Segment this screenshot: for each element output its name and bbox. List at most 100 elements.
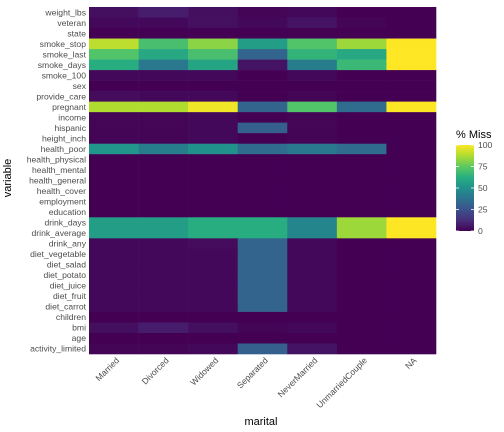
heatmap-cell bbox=[336, 217, 387, 229]
heatmap-cell bbox=[237, 269, 288, 281]
legend-color-bar bbox=[456, 145, 474, 231]
heatmap-cell bbox=[386, 59, 437, 71]
heatmap-cell bbox=[188, 101, 239, 113]
heatmap-cell bbox=[138, 343, 189, 355]
heatmap-cell bbox=[386, 28, 437, 39]
heatmap-cell bbox=[336, 80, 387, 92]
y-tick-label: smoke_100 bbox=[42, 70, 87, 80]
heatmap-cell bbox=[336, 122, 387, 134]
heatmap-cell bbox=[188, 28, 239, 39]
heatmap-cell bbox=[89, 28, 139, 39]
y-tick-label: diet_vegetable bbox=[30, 249, 86, 259]
heatmap-cell bbox=[287, 311, 338, 323]
heatmap-cell bbox=[188, 38, 239, 50]
heatmap-cell bbox=[138, 122, 189, 134]
heatmap-cell bbox=[89, 290, 139, 302]
heatmap-cell bbox=[138, 38, 189, 50]
heatmap-cell bbox=[336, 154, 387, 166]
heatmap-cell bbox=[138, 280, 189, 292]
heatmap-cell bbox=[89, 259, 139, 271]
y-tick-label: health_physical bbox=[27, 154, 86, 164]
heatmap-cell bbox=[138, 28, 189, 39]
heatmap-cell bbox=[188, 122, 239, 134]
heatmap-cell bbox=[336, 196, 387, 208]
heatmap-cell bbox=[287, 269, 338, 281]
heatmap-cell bbox=[386, 91, 437, 102]
heatmap-cell bbox=[336, 49, 387, 60]
heatmap-cell bbox=[386, 196, 437, 208]
heatmap-cell bbox=[89, 175, 139, 187]
heatmap-cell bbox=[237, 28, 288, 39]
heatmap-cell bbox=[188, 175, 239, 187]
heatmap-cell bbox=[237, 343, 288, 355]
heatmap-cell bbox=[386, 143, 437, 155]
heatmap-cell bbox=[287, 133, 338, 144]
heatmap-cell bbox=[138, 311, 189, 323]
heatmap-cell bbox=[237, 133, 288, 144]
heatmap-cell bbox=[138, 227, 189, 239]
heatmap-cell bbox=[138, 80, 189, 92]
heatmap-cell bbox=[138, 101, 189, 113]
heatmap-cell bbox=[336, 238, 387, 250]
heatmap-cell bbox=[138, 133, 189, 144]
heatmap-cell bbox=[138, 206, 189, 218]
y-tick-label: smoke_last bbox=[43, 49, 87, 59]
heatmap-cell bbox=[287, 175, 338, 187]
y-tick-label: employment bbox=[39, 197, 86, 207]
heatmap-cell bbox=[89, 217, 139, 229]
legend-tick-label: 25 bbox=[478, 205, 488, 215]
heatmap-cell bbox=[138, 196, 189, 208]
heatmap-cell bbox=[287, 101, 338, 113]
heatmap-cell bbox=[237, 280, 288, 292]
heatmap-cell bbox=[237, 185, 288, 197]
heatmap-cell bbox=[237, 290, 288, 302]
heatmap-cell bbox=[287, 112, 338, 123]
heatmap-cell bbox=[138, 238, 189, 250]
heatmap-cell bbox=[237, 332, 288, 344]
heatmap-cell bbox=[237, 38, 288, 50]
heatmap-cell bbox=[237, 59, 288, 71]
heatmap-cell bbox=[336, 206, 387, 218]
heatmap-cell bbox=[237, 206, 288, 218]
heatmap-cell bbox=[336, 227, 387, 239]
heatmap-cell bbox=[287, 38, 338, 50]
heatmap-cell bbox=[386, 259, 437, 271]
heatmap-cell bbox=[188, 238, 239, 250]
heatmap-cell bbox=[188, 322, 239, 334]
y-tick-label: provide_care bbox=[36, 91, 86, 101]
heatmap-cell bbox=[138, 301, 189, 313]
heatmap-cell bbox=[89, 238, 139, 250]
heatmap-cell bbox=[386, 206, 437, 218]
heatmap-cell bbox=[89, 133, 139, 144]
heatmap-cell bbox=[237, 91, 288, 102]
y-tick-label: health_poor bbox=[41, 144, 87, 154]
heatmap-cell bbox=[138, 112, 189, 123]
heatmap-cell bbox=[287, 164, 338, 176]
legend: % Miss 100 75 50 25 0 bbox=[456, 129, 493, 236]
heatmap-cell bbox=[287, 91, 338, 102]
y-tick-label: education bbox=[49, 207, 86, 217]
y-tick-label: diet_salad bbox=[47, 260, 86, 270]
heatmap-cell bbox=[188, 332, 239, 344]
heatmap-cell bbox=[237, 175, 288, 187]
y-tick-label: smoke_days bbox=[38, 60, 86, 70]
heatmap-cell bbox=[188, 311, 239, 323]
heatmap-cell bbox=[188, 154, 239, 166]
heatmap-cell bbox=[386, 164, 437, 176]
heatmap-cell bbox=[336, 17, 387, 29]
heatmap-cell bbox=[336, 101, 387, 113]
heatmap-cell bbox=[89, 206, 139, 218]
heatmap-cell bbox=[386, 269, 437, 281]
heatmap-cell bbox=[386, 290, 437, 302]
heatmap-cell bbox=[287, 28, 338, 39]
heatmap-cell bbox=[138, 154, 189, 166]
heatmap-cell bbox=[89, 185, 139, 197]
heatmap-cell bbox=[188, 290, 239, 302]
heatmap-cell bbox=[287, 17, 338, 29]
heatmap-cell bbox=[287, 280, 338, 292]
heatmap-cell bbox=[386, 311, 437, 323]
heatmap-cell bbox=[386, 17, 437, 29]
heatmap-cell bbox=[287, 49, 338, 60]
heatmap-cell bbox=[89, 80, 139, 92]
legend-tick-label: 0 bbox=[478, 226, 483, 236]
